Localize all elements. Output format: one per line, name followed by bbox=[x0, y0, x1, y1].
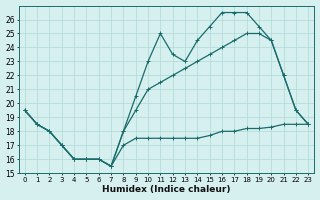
X-axis label: Humidex (Indice chaleur): Humidex (Indice chaleur) bbox=[102, 185, 231, 194]
